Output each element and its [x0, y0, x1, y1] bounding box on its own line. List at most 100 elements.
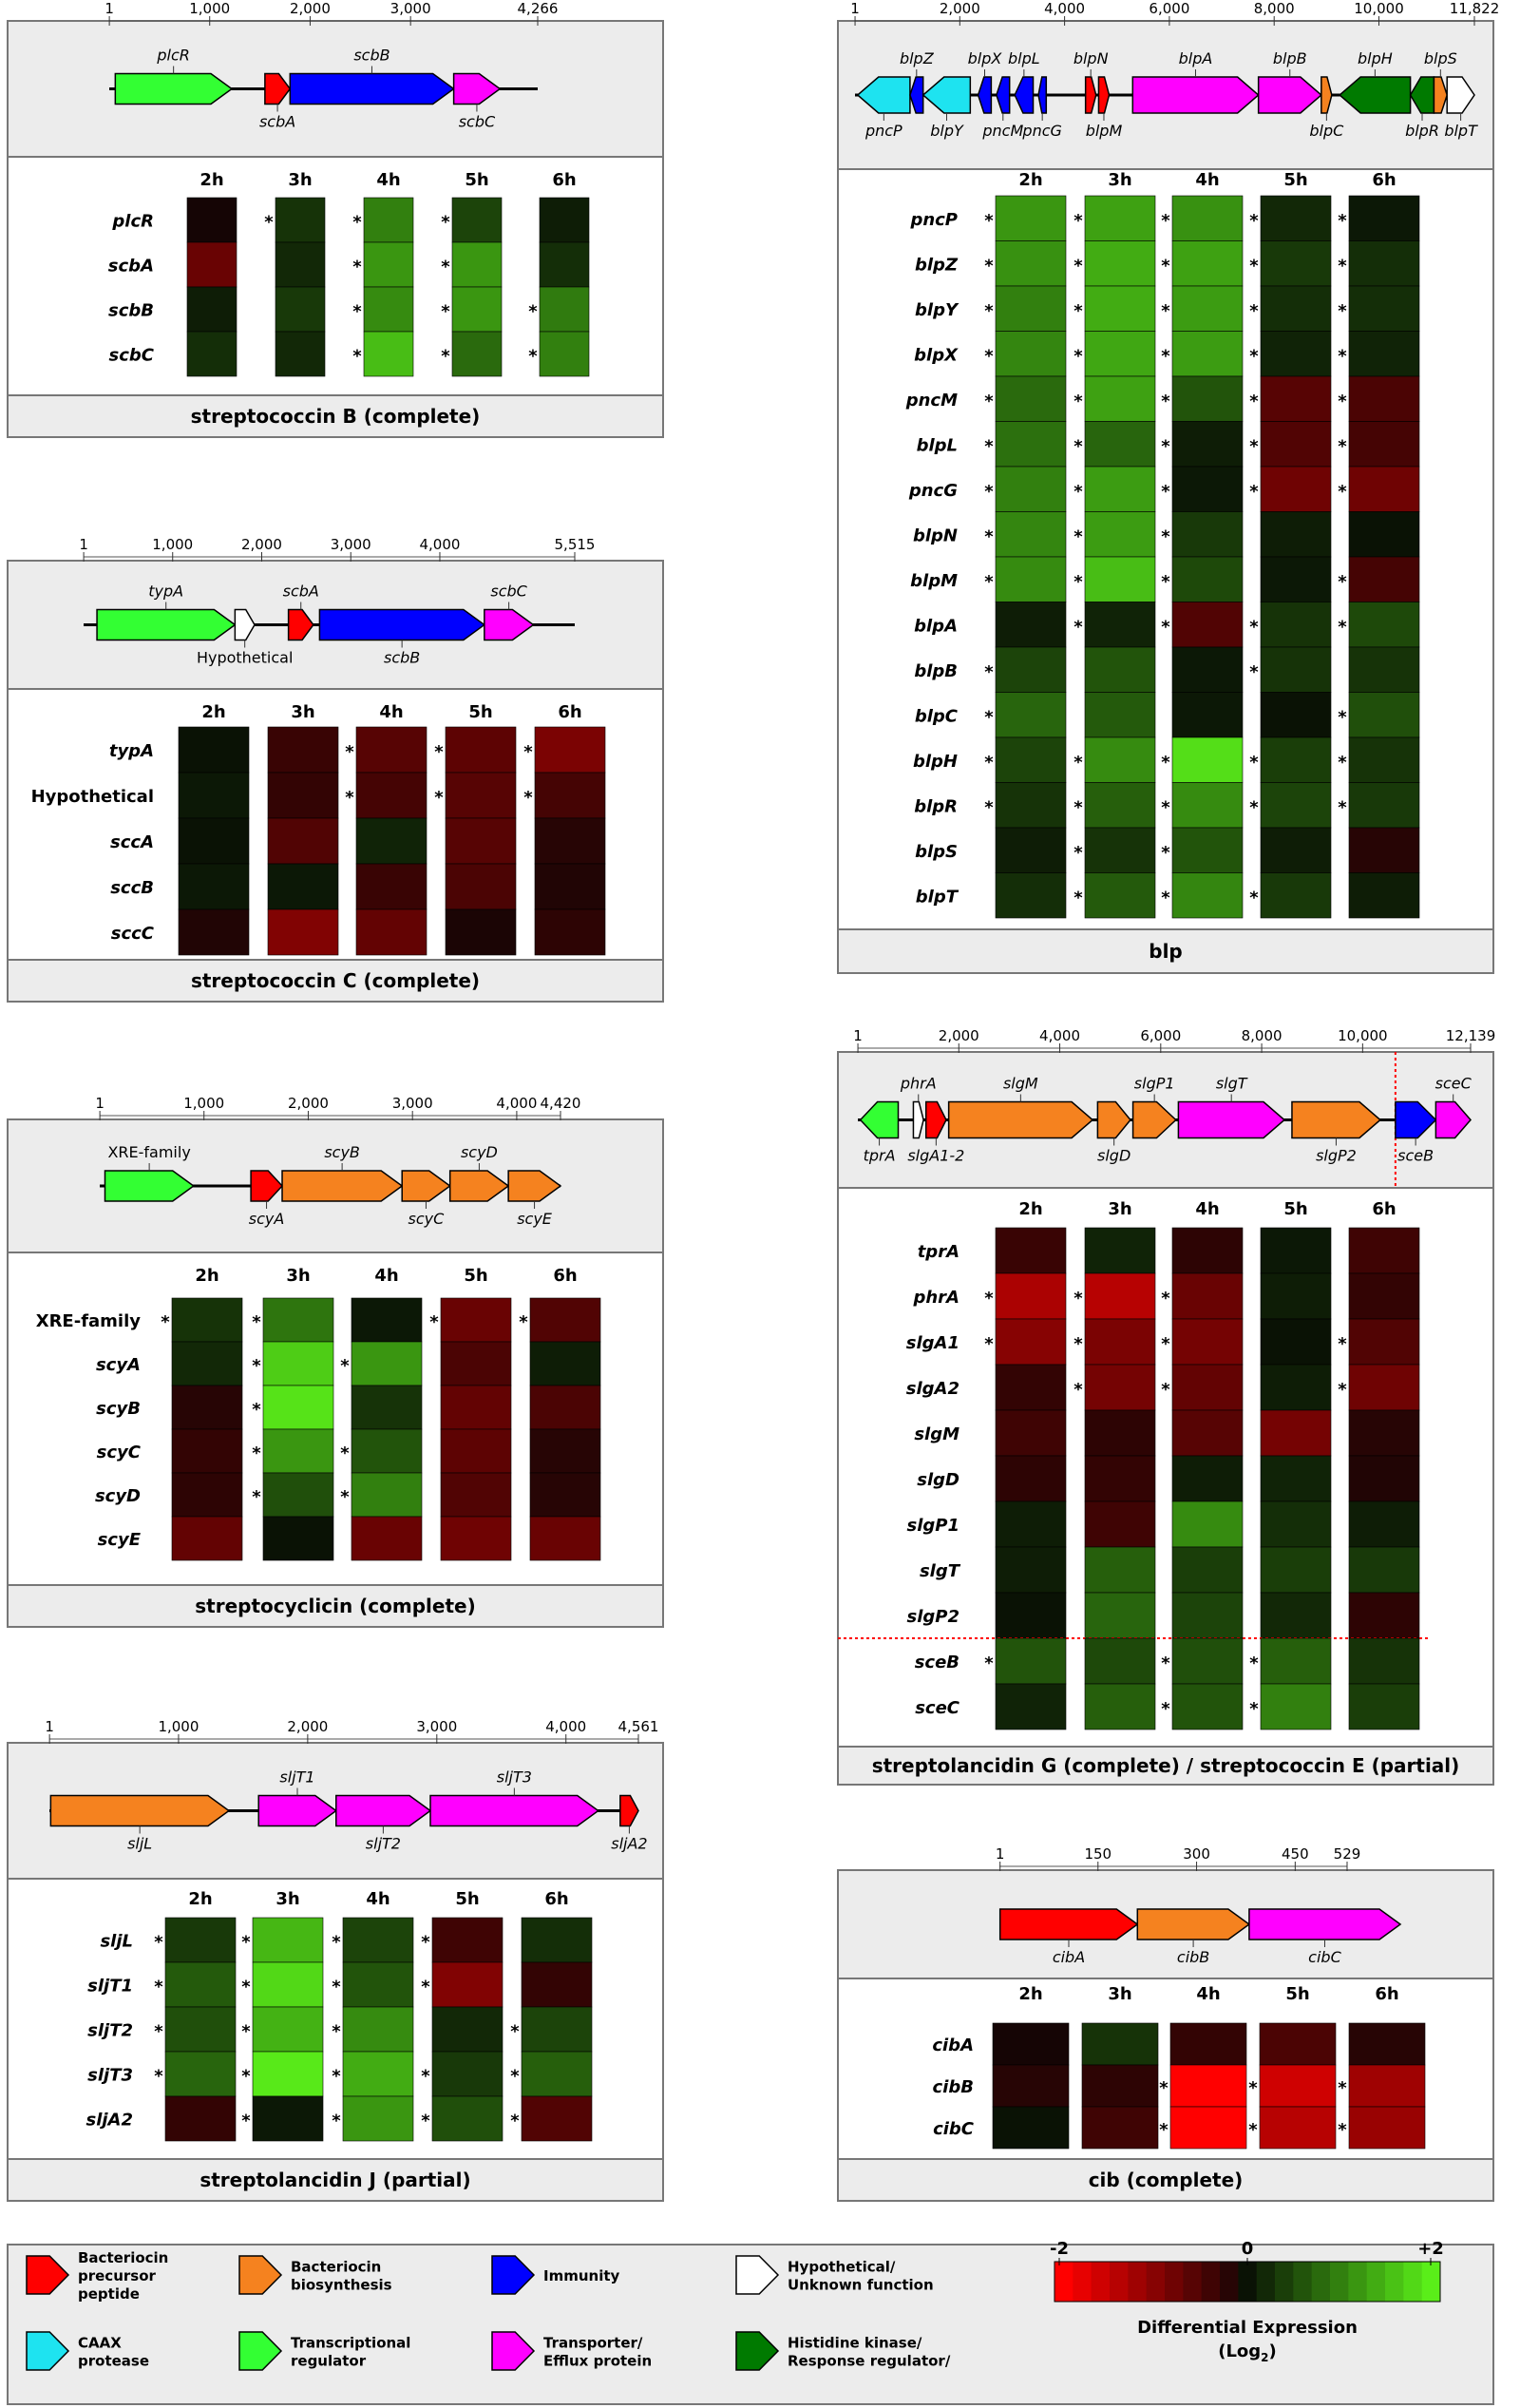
colorbar-step [1385, 2262, 1404, 2302]
heatmap-cell [1348, 782, 1420, 829]
heatmap-cell [1260, 827, 1332, 873]
significance-marker: * [340, 1443, 350, 1463]
colorbar-step [1330, 2262, 1349, 2302]
significance-marker: * [1161, 392, 1170, 411]
heatmap-cell [1260, 1455, 1332, 1502]
significance-marker: * [1161, 617, 1170, 637]
cluster-title: cib (complete) [1089, 2169, 1244, 2191]
heatmap-cell [267, 863, 339, 910]
heatmap-cell [995, 1318, 1067, 1366]
heatmap-cell [351, 1385, 423, 1430]
row-label: blpC [915, 706, 959, 726]
heatmap-cell [1259, 2064, 1337, 2108]
heatmap-cell [1084, 331, 1156, 377]
row-label: sceC [915, 1698, 960, 1718]
colorbar-step [1348, 2262, 1368, 2302]
legend-swatch-blue [491, 2255, 536, 2295]
gene-label: slgP1 [1134, 1075, 1175, 1093]
gene-label: sljL [127, 1835, 152, 1853]
gene-label: scyA [249, 1210, 285, 1228]
heatmap-cell [1260, 1364, 1332, 1411]
significance-marker: * [421, 2067, 430, 2087]
significance-marker: * [528, 302, 538, 322]
heatmap-cell [1171, 602, 1244, 648]
legend-swatch-magenta [491, 2331, 536, 2371]
gene-arrow-Hypothetical [234, 608, 256, 641]
heatmap-cell [164, 1961, 237, 2008]
heatmap-cell [1348, 1227, 1420, 1274]
heatmap-cell [178, 817, 250, 865]
heatmap-cell [171, 1428, 243, 1474]
significance-marker: * [264, 213, 274, 233]
heatmap-cell [992, 2064, 1070, 2108]
heatmap-cell [1260, 466, 1332, 512]
cluster-title: streptolancidin J (partial) [200, 2169, 470, 2191]
title-bar [837, 1746, 1494, 1786]
gene-arrow-sljT2 [335, 1794, 432, 1827]
hour-header: 6h [552, 170, 576, 190]
colorbar-step [1146, 2262, 1166, 2302]
heatmap-cell [178, 726, 250, 774]
colorbar-step [1293, 2262, 1313, 2302]
legend: BacteriocinprecursorpeptideBacteriocinbi… [7, 2239, 1494, 2405]
heatmap-cell [363, 286, 414, 333]
heatmap-cell [995, 1592, 1067, 1639]
hour-header: 3h [1108, 1199, 1131, 1219]
scale-tick-label: 4,000 [496, 1095, 537, 1112]
row-label: blpR [914, 796, 958, 816]
heatmap-cell [995, 375, 1067, 422]
row-label: blpS [915, 842, 958, 862]
gene-label: tprA [864, 1147, 896, 1165]
cluster-title: streptococcin C (complete) [191, 969, 480, 992]
heatmap-cell [1348, 872, 1420, 919]
heatmap-cell [1169, 2022, 1247, 2066]
heatmap-cell [995, 1500, 1067, 1548]
title-bar [7, 394, 664, 438]
scale-tick-label: 2,000 [287, 1718, 328, 1735]
heatmap-cell [1260, 1500, 1332, 1548]
heatmap-cell [1260, 421, 1332, 468]
gene-label: blpZ [900, 49, 935, 67]
significance-marker: * [1161, 1653, 1170, 1673]
heatmap-cell [1260, 1227, 1332, 1274]
heatmap-cell [995, 285, 1067, 332]
hour-header: 5h [1283, 1199, 1307, 1219]
heatmap-cell [1259, 2022, 1337, 2066]
row-label: blpH [913, 752, 958, 772]
heatmap-cell [1171, 1455, 1244, 1502]
heatmap-cell [1084, 692, 1156, 738]
heatmap-cell [995, 872, 1067, 919]
heatmap-cell [1348, 240, 1420, 287]
significance-marker: * [984, 301, 994, 321]
gene-arrow-slgP2 [1291, 1100, 1382, 1139]
scale-tick-label: 5,515 [555, 536, 596, 553]
significance-marker: * [441, 347, 450, 367]
gene-arrow-pncM [996, 76, 1011, 114]
significance-marker: * [1161, 526, 1170, 546]
significance-marker: * [1249, 1653, 1259, 1673]
gene-label: XRE-family [107, 1143, 190, 1161]
panel-blp: blp 1 2,000 4,000 6,000 8,000 10,000 11,822 pncP… [837, 0, 1499, 974]
heatmap-cell [1171, 736, 1244, 783]
title-bar [7, 2158, 664, 2202]
scale-tick-label: 4,420 [541, 1095, 581, 1112]
heatmap-cell [1084, 1409, 1156, 1457]
heatmap-cell [178, 863, 250, 910]
heatmap-cell [995, 827, 1067, 873]
heatmap-cell [1260, 602, 1332, 648]
significance-marker: * [421, 2112, 430, 2131]
heatmap-cell [995, 1683, 1067, 1730]
heatmap-cell [267, 772, 339, 819]
heatmap-cell [1084, 1500, 1156, 1548]
heatmap-cell [178, 772, 250, 819]
row-label: sljT2 [87, 2021, 133, 2041]
significance-marker: * [441, 213, 450, 233]
significance-marker: * [1338, 1334, 1347, 1354]
heatmap-cell [1348, 602, 1420, 648]
heatmap-cell [164, 2006, 237, 2053]
scale-tick-label: 2,000 [288, 1095, 329, 1112]
gene-label: scbC [490, 583, 527, 601]
significance-marker: * [523, 788, 533, 808]
colorbar-step [1220, 2262, 1239, 2302]
heatmap-cell [1084, 240, 1156, 287]
